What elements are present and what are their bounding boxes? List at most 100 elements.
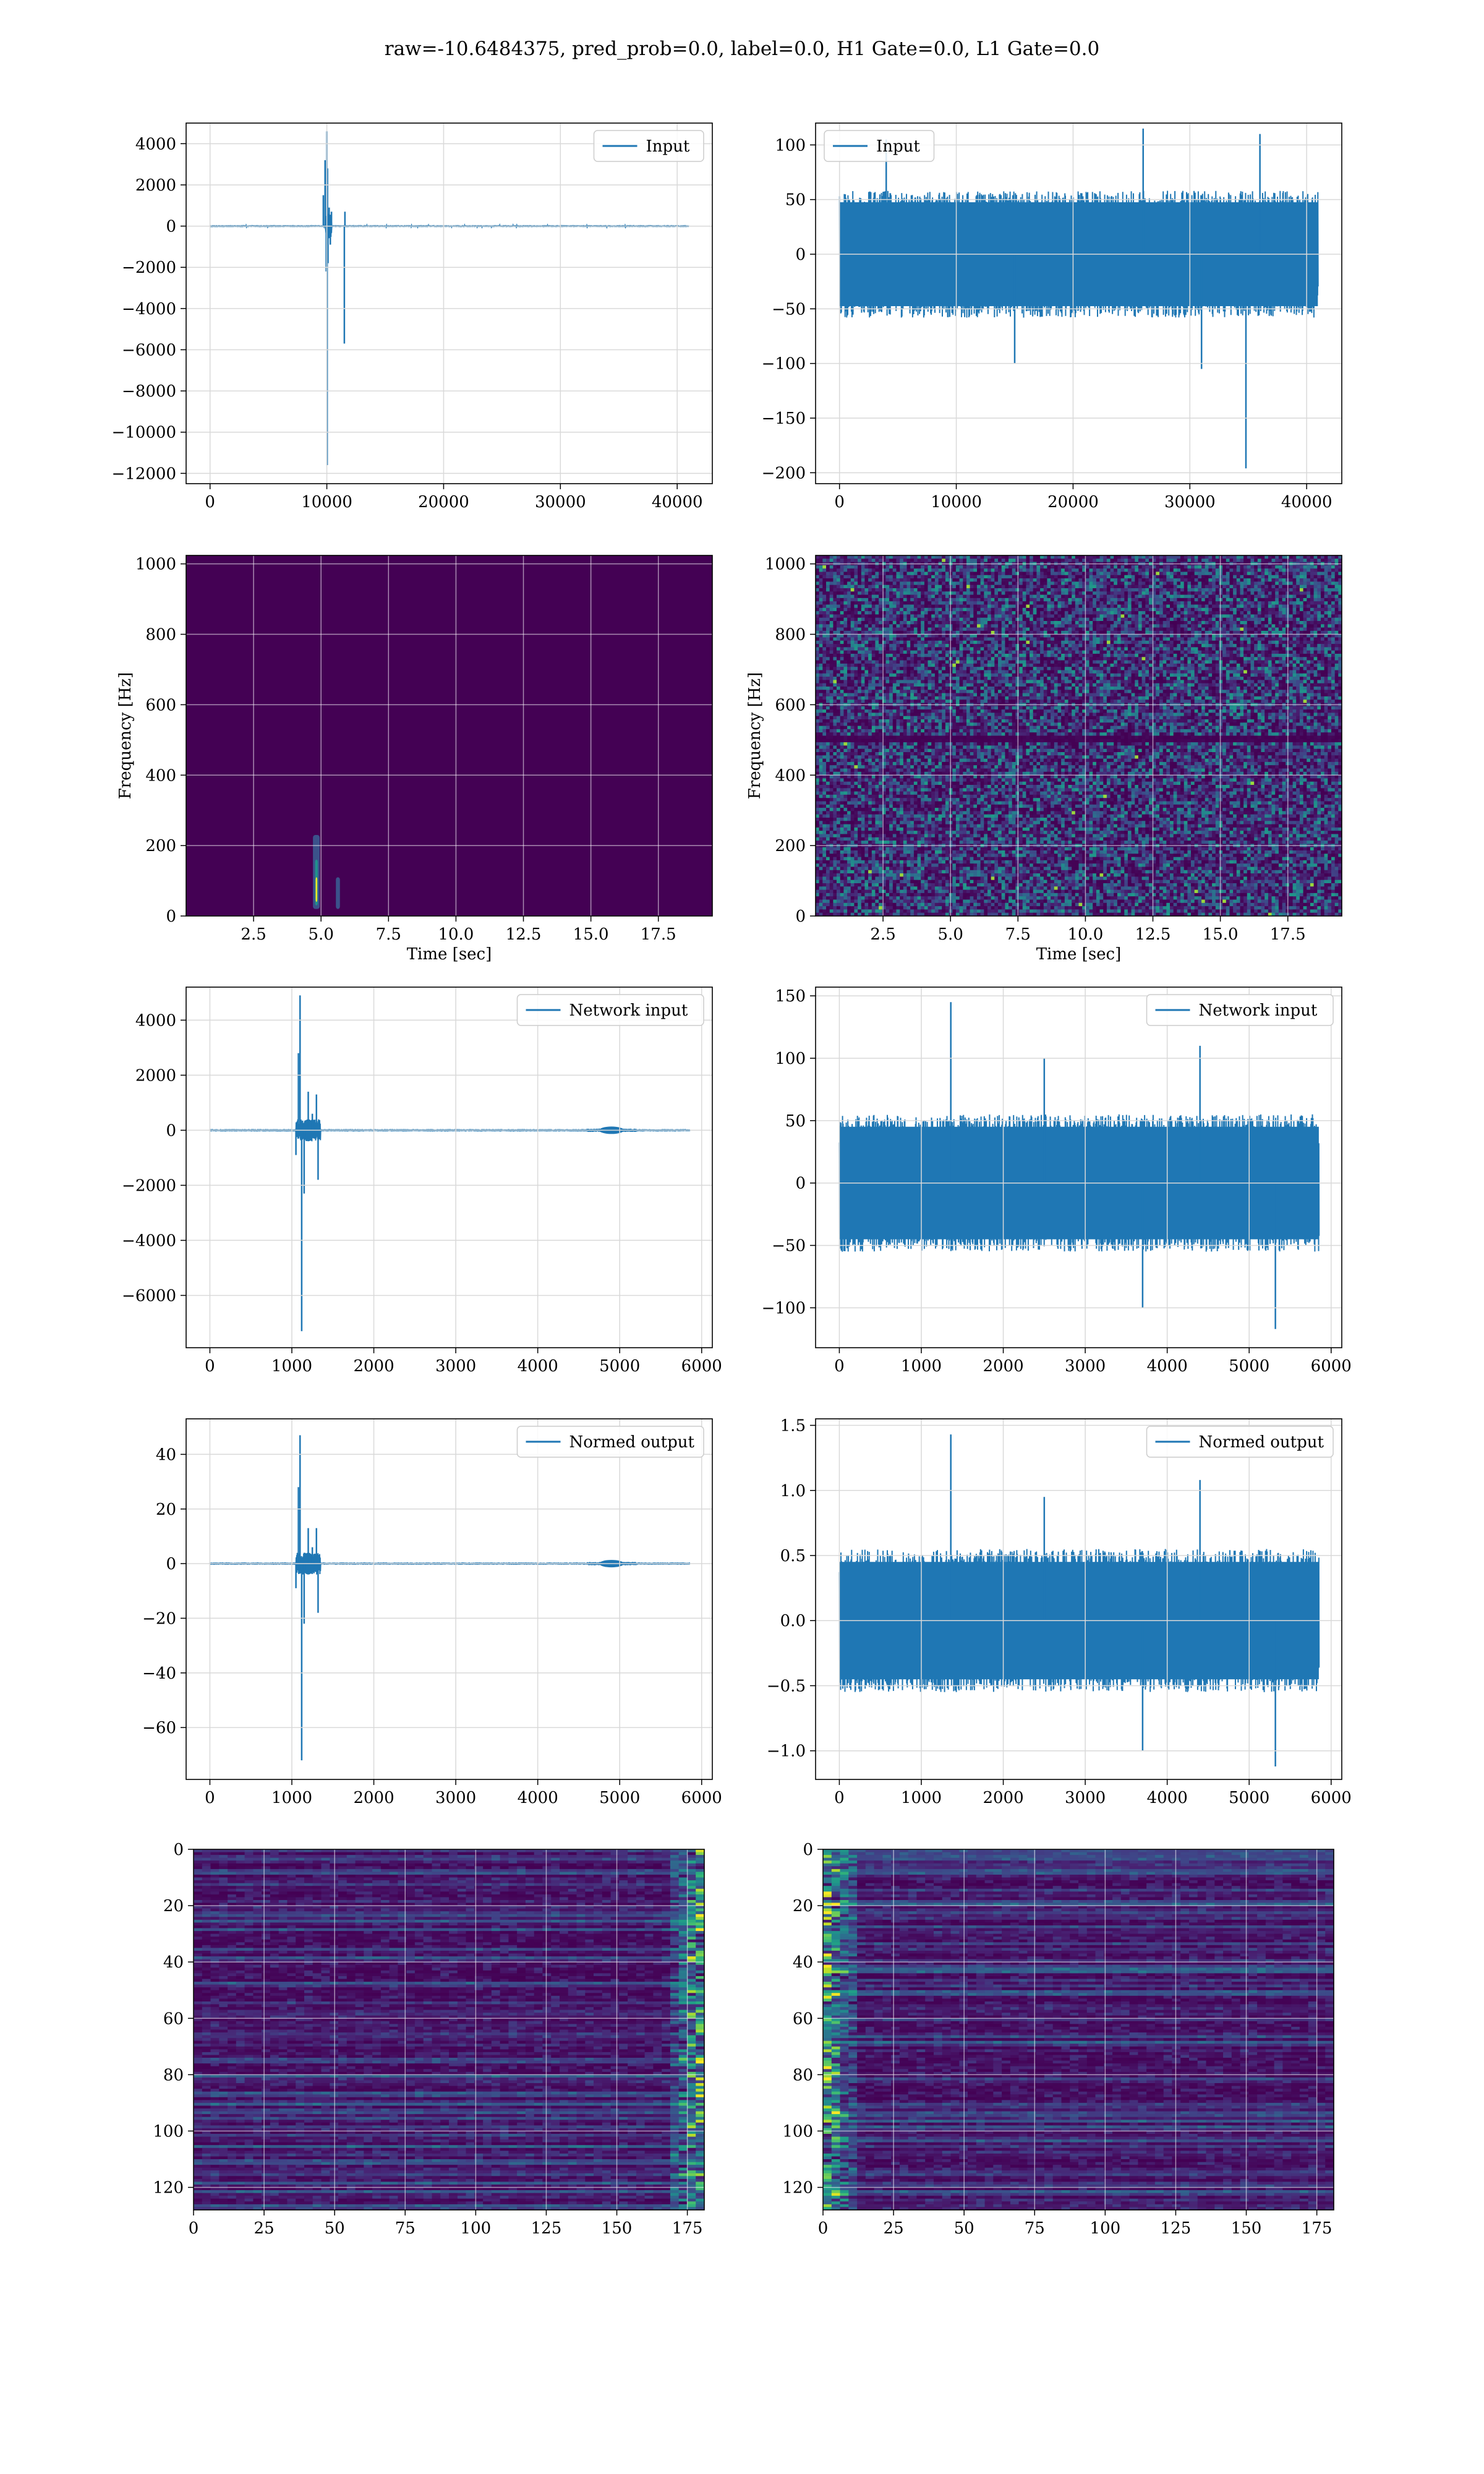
spectrogram-cell [1072,640,1076,644]
spectrogram-cell [1124,588,1128,592]
spectrogram-cell [1015,565,1020,569]
spectrogram-cell [1089,627,1093,631]
spectrogram-cell [1275,584,1279,589]
spectrogram-cell [1275,601,1279,606]
spectrogram-cell [1057,627,1062,631]
spectrogram-cell [1117,578,1122,582]
spectrogram-cell [837,604,841,609]
spectrogram-cell [994,568,999,573]
spectrogram-cell [861,571,866,576]
spectrogram-cell [913,621,918,625]
spectrogram-cell [871,565,876,569]
spectrogram-cell [1208,657,1213,661]
spectrogram-cell [1099,559,1104,563]
spectrogram-cell [882,637,887,641]
spectrogram-cell [882,650,887,654]
spectrogram-cell [1313,630,1318,635]
spectrogram-cell [1334,647,1339,651]
spectrogram-cell [1247,617,1252,622]
spectrogram-cell [1124,559,1128,563]
spectrogram-cell [1331,614,1336,618]
spectrogram-cell [1159,611,1164,615]
spectrogram-cell [987,565,992,569]
spectrogram-cell [1075,575,1080,579]
spectrogram-cell [1208,614,1213,618]
spectrogram-cell [1191,565,1195,569]
spectrogram-cell [858,578,862,582]
spectrogram-cell [1264,559,1269,563]
spectrogram-cell [1141,555,1146,559]
spectrogram-cell [906,617,911,622]
spectrogram-cell [1124,630,1128,635]
spectrogram-cell [1338,588,1342,592]
spectrogram-cell [1226,594,1230,599]
spectrogram-cell [1187,611,1192,615]
spectrogram-cell [984,584,988,589]
spectrogram-cell [1166,581,1171,586]
spectrogram-cell [977,644,981,648]
spectrogram-cell [931,588,936,592]
spectrogram-cell [896,660,900,664]
spectrogram-cell [1177,654,1181,657]
spectrogram-cell [1254,640,1258,644]
spectrogram-cell [1226,578,1230,582]
spectrogram-cell [1321,644,1325,648]
spectrogram-cell [1078,581,1083,586]
spectrogram-cell [833,647,837,651]
spectrogram-cell [1040,627,1044,631]
spectrogram-cell [1264,644,1269,648]
spectrogram-cell [980,581,984,586]
spectrogram-cell [917,617,921,622]
spectrogram-cell [1012,591,1016,596]
spectrogram-cell [1317,555,1321,559]
spectrogram-cell [1183,650,1188,654]
spectrogram-cell [1022,611,1026,615]
spectrogram-cell [1156,594,1160,599]
spectrogram-cell [900,621,904,625]
spectrogram-cell [1328,640,1332,644]
spectrogram-cell [1212,611,1216,615]
spectrogram-cell [1313,568,1318,573]
spectrogram-cell [882,611,887,615]
spectrogram-cell [1152,578,1156,582]
spectrogram-cell [1222,565,1227,569]
spectrogram-cell [871,588,876,592]
spectrogram-cell [963,604,967,609]
spectrogram-cell [1135,630,1139,635]
spectrogram-cell [1043,627,1048,631]
spectrogram-cell [1215,607,1220,612]
spectrogram-cell [843,660,848,664]
spectrogram-cell [984,571,988,576]
spectrogram-cell [1222,640,1227,644]
spectrogram-cell [1205,578,1209,582]
spectrogram-cell [854,624,858,628]
spectrogram-cell [816,571,820,576]
spectrogram-cell [1250,588,1255,592]
spectrogram-cell [1261,634,1265,638]
spectrogram-cell [945,617,950,622]
spectrogram-cell [1191,591,1195,596]
spectrogram-cell [826,637,830,641]
spectrogram-cell [1321,555,1325,559]
spectrogram-cell [1156,644,1160,648]
spectrogram-cell [1317,647,1321,651]
spectrogram-cell [1040,597,1044,602]
spectrogram-cell [1141,647,1146,651]
spectrogram-cell [1072,581,1076,586]
spectrogram-cell [959,637,963,641]
spectrogram-cell [1271,601,1276,606]
spectrogram-cell [826,568,830,573]
spectrogram-cell [1317,630,1321,635]
spectrogram-cell [963,597,967,602]
spectrogram-cell [1093,578,1097,582]
spectrogram-cell [889,607,893,612]
spectrogram-cell [843,614,848,618]
spectrogram-cell [1036,568,1041,573]
spectrogram-cell [980,637,984,641]
spectrogram-cell [1324,571,1328,576]
spectrogram-cell [1026,634,1030,638]
spectrogram-cell [896,594,900,599]
spectrogram-cell [963,611,967,615]
spectrogram-cell [1156,624,1160,628]
spectrogram-cell [1149,657,1153,661]
